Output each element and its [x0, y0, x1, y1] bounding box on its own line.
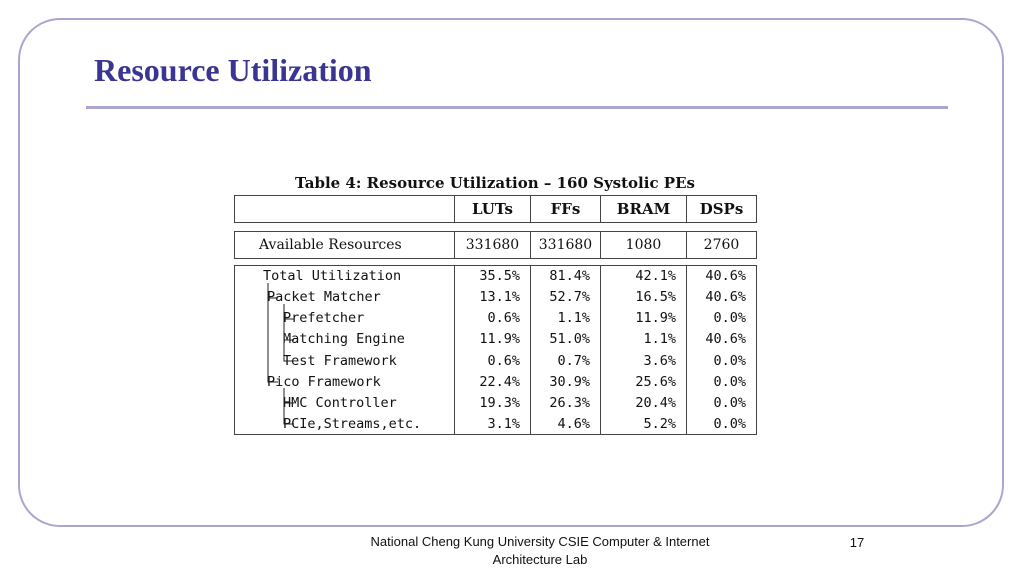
cell-ffs: 52.7% — [530, 286, 601, 308]
cell-luts: 19.3% — [454, 392, 531, 414]
cell-bram: 3.6% — [600, 350, 687, 372]
row-name: Matching Engine — [234, 328, 455, 350]
slide-footer: National Cheng Kung University CSIE Comp… — [340, 533, 740, 569]
header-cell-dsps: DSPs — [686, 195, 757, 223]
cell-ffs: 26.3% — [530, 392, 601, 414]
cell-luts: 35.5% — [454, 265, 531, 287]
header-row: LUTs FFs BRAM DSPs — [234, 195, 757, 223]
cell-ffs: 81.4% — [530, 265, 601, 287]
cell-dsps: 0.0% — [686, 307, 757, 329]
cell-ffs: 30.9% — [530, 371, 601, 393]
cell-dsps: 40.6% — [686, 286, 757, 308]
table-row: Packet Matcher 13.1% 52.7% 16.5% 40.6% — [234, 286, 757, 308]
table-row: PCIe,Streams,etc. 3.1% 4.6% 5.2% 0.0% — [234, 413, 757, 435]
header-cell-bram: BRAM — [600, 195, 687, 223]
table-caption: Table 4: Resource Utilization – 160 Syst… — [295, 174, 695, 192]
available-luts: 331680 — [454, 231, 531, 259]
row-name: PCIe,Streams,etc. — [234, 413, 455, 435]
available-row: Available Resources 331680 331680 1080 2… — [234, 231, 757, 259]
cell-dsps: 40.6% — [686, 328, 757, 350]
cell-dsps: 0.0% — [686, 371, 757, 393]
table-row: Prefetcher 0.6% 1.1% 11.9% 0.0% — [234, 307, 757, 329]
utilization-table: Total Utilization 35.5% 81.4% 42.1% 40.6… — [234, 265, 757, 435]
available-dsps: 2760 — [686, 231, 757, 259]
cell-dsps: 40.6% — [686, 265, 757, 287]
cell-bram: 25.6% — [600, 371, 687, 393]
title-divider — [86, 106, 948, 109]
table-row: HMC Controller 19.3% 26.3% 20.4% 0.0% — [234, 392, 757, 414]
cell-bram: 5.2% — [600, 413, 687, 435]
slide-frame — [18, 18, 1004, 527]
available-label: Available Resources — [234, 231, 455, 259]
header-cell-ffs: FFs — [530, 195, 601, 223]
cell-bram: 11.9% — [600, 307, 687, 329]
available-resources-table: Available Resources 331680 331680 1080 2… — [234, 231, 757, 259]
row-name: Test Framework — [234, 350, 455, 372]
row-name: Prefetcher — [234, 307, 455, 329]
cell-luts: 0.6% — [454, 307, 531, 329]
cell-dsps: 0.0% — [686, 392, 757, 414]
cell-luts: 11.9% — [454, 328, 531, 350]
cell-luts: 0.6% — [454, 350, 531, 372]
row-name: Total Utilization — [234, 265, 455, 287]
cell-bram: 1.1% — [600, 328, 687, 350]
available-bram: 1080 — [600, 231, 687, 259]
page-number: 17 — [849, 535, 865, 550]
row-name: Pico Framework — [234, 371, 455, 393]
cell-bram: 42.1% — [600, 265, 687, 287]
header-cell-luts: LUTs — [454, 195, 531, 223]
slide-title: Resource Utilization — [94, 52, 372, 88]
row-name: Packet Matcher — [234, 286, 455, 308]
cell-bram: 16.5% — [600, 286, 687, 308]
table-row: Total Utilization 35.5% 81.4% 42.1% 40.6… — [234, 265, 757, 287]
cell-luts: 22.4% — [454, 371, 531, 393]
cell-luts: 3.1% — [454, 413, 531, 435]
row-name: HMC Controller — [234, 392, 455, 414]
table-row: Matching Engine 11.9% 51.0% 1.1% 40.6% — [234, 328, 757, 350]
cell-luts: 13.1% — [454, 286, 531, 308]
cell-ffs: 4.6% — [530, 413, 601, 435]
table-header: LUTs FFs BRAM DSPs — [234, 195, 757, 223]
cell-ffs: 1.1% — [530, 307, 601, 329]
header-cell-name — [234, 195, 455, 223]
footer-line-2: Architecture Lab — [492, 552, 588, 567]
cell-ffs: 0.7% — [530, 350, 601, 372]
table-row: Pico Framework 22.4% 30.9% 25.6% 0.0% — [234, 371, 757, 393]
table-row: Test Framework 0.6% 0.7% 3.6% 0.0% — [234, 350, 757, 372]
cell-bram: 20.4% — [600, 392, 687, 414]
cell-dsps: 0.0% — [686, 413, 757, 435]
available-ffs: 331680 — [530, 231, 601, 259]
cell-ffs: 51.0% — [530, 328, 601, 350]
footer-line-1: National Cheng Kung University CSIE Comp… — [370, 534, 710, 549]
cell-dsps: 0.0% — [686, 350, 757, 372]
